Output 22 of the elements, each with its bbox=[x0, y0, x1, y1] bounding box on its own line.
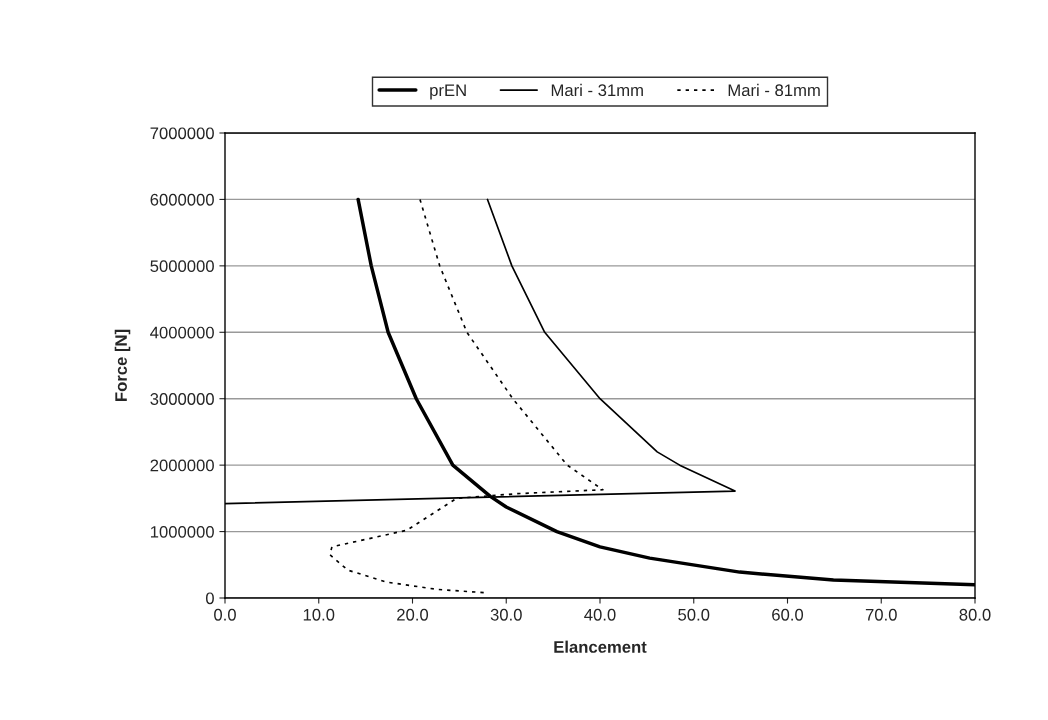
x-tick-label: 0.0 bbox=[214, 608, 236, 621]
x-tick-label: 30.0 bbox=[490, 608, 522, 621]
x-tick-label: 10.0 bbox=[303, 608, 335, 621]
y-tick-label: 3000000 bbox=[150, 393, 214, 405]
x-axis-title: Elancement bbox=[554, 640, 647, 653]
y-tick-label: 7000000 bbox=[150, 127, 214, 140]
y-axis-title: Force [N] bbox=[114, 329, 131, 401]
legend-label: Mari - 81mm bbox=[728, 83, 820, 97]
y-tick-label: 2000000 bbox=[150, 459, 214, 472]
y-tick-label: 0 bbox=[205, 592, 214, 605]
y-tick-label: 1000000 bbox=[150, 525, 214, 538]
x-tick-label: 20.0 bbox=[397, 608, 429, 621]
y-tick-label: 5000000 bbox=[150, 260, 214, 273]
y-tick-label: 4000000 bbox=[150, 326, 214, 339]
legend-label: Mari - 31mm bbox=[551, 83, 643, 97]
x-tick-label: 70.0 bbox=[865, 608, 897, 621]
x-tick-label: 60.0 bbox=[772, 608, 804, 621]
y-tick-label: 6000000 bbox=[150, 193, 214, 206]
x-tick-label: 80.0 bbox=[959, 608, 991, 621]
x-tick-label: 40.0 bbox=[584, 608, 616, 621]
legend-label: prEN bbox=[430, 84, 466, 100]
x-tick-label: 50.0 bbox=[678, 608, 710, 621]
